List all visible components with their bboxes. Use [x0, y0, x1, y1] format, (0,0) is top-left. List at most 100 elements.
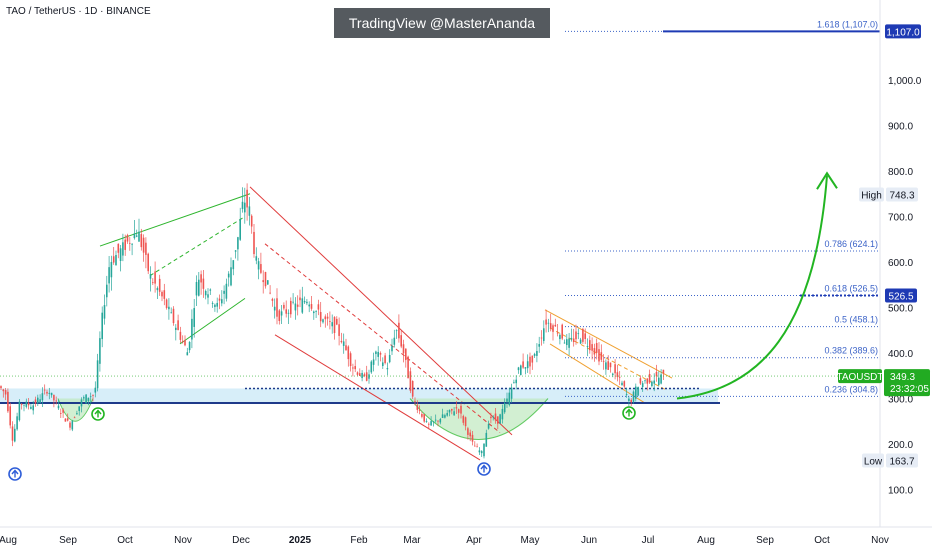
candle-body — [609, 362, 612, 368]
candle-body — [639, 378, 642, 384]
x-tick-label: Jul — [642, 535, 655, 546]
candle-body — [227, 273, 230, 278]
candle-body — [191, 318, 193, 340]
candle-body — [568, 338, 570, 348]
candle-body — [117, 243, 120, 253]
candle-body — [244, 202, 246, 213]
candle-body — [71, 421, 74, 430]
candle-body — [352, 367, 354, 369]
candle-body — [607, 361, 609, 370]
candle-body — [533, 353, 536, 356]
watermark: TradingView @MasterAnanda — [334, 8, 550, 38]
candle-body — [181, 340, 184, 342]
high-label: High — [861, 191, 882, 202]
candle-body — [55, 400, 57, 402]
y-tick-label: 900.0 — [888, 122, 913, 133]
candle-body — [154, 271, 156, 284]
candle-body — [140, 234, 143, 248]
candle-body — [531, 355, 534, 363]
candle-body — [16, 416, 18, 430]
candle-body — [310, 304, 313, 309]
y-tick-label: 300.0 — [888, 395, 913, 406]
candle-body — [503, 402, 506, 413]
candle-body — [138, 231, 140, 242]
candle-body — [354, 366, 356, 370]
candle-body — [216, 302, 218, 307]
candle-body — [423, 413, 425, 422]
candle-body — [451, 408, 453, 411]
low-value-bg — [886, 453, 918, 468]
candle-body — [342, 341, 345, 346]
candle-body — [319, 311, 322, 322]
candle-body — [635, 386, 637, 399]
candle-body — [379, 352, 382, 355]
candle-body — [563, 342, 566, 344]
candle-body — [133, 233, 136, 239]
candle-body — [165, 299, 168, 309]
candle-body — [34, 399, 37, 404]
y-tick-label: 800.0 — [888, 167, 913, 178]
candle-body — [69, 422, 71, 428]
candle-body — [628, 398, 630, 401]
candle-body — [280, 311, 283, 316]
candle-body — [299, 297, 301, 301]
candle-body — [361, 372, 363, 379]
candle-body — [161, 291, 163, 297]
candle-body — [621, 382, 623, 386]
up-arrow-marker — [11, 469, 19, 478]
candle-body — [384, 355, 386, 364]
candle-body — [57, 405, 60, 409]
candle-body — [96, 360, 99, 389]
candle-body — [467, 428, 469, 435]
candle-body — [301, 298, 304, 313]
candle-body — [94, 387, 97, 393]
y-tick-label: 100.0 — [888, 486, 913, 497]
candle-body — [520, 365, 522, 375]
candle-body — [552, 325, 554, 332]
candle-body — [39, 399, 41, 403]
candle-body — [444, 415, 446, 418]
x-tick-label: Feb — [350, 535, 368, 546]
candle-body — [543, 328, 545, 341]
candle-body — [237, 237, 239, 250]
candle-body — [589, 340, 591, 351]
candle-body — [660, 374, 662, 384]
candle-body — [377, 351, 379, 357]
high-label-bg — [859, 187, 884, 202]
up-arrow-marker — [94, 409, 102, 418]
candle-body — [658, 377, 660, 385]
high-value-bg — [886, 187, 918, 202]
candle-body — [340, 340, 343, 343]
candle-body — [630, 399, 632, 403]
y-tick-label: 500.0 — [888, 304, 913, 315]
channel-line — [544, 309, 673, 379]
candle-body — [264, 272, 267, 287]
fib-level-label: 1.618 (1,107.0) — [817, 19, 878, 29]
y-tick-label: 1,000.0 — [888, 76, 922, 87]
candle-body — [147, 253, 149, 272]
candle-body — [92, 395, 94, 396]
candle-body — [391, 345, 393, 352]
candle-body — [536, 350, 538, 356]
candle-body — [66, 418, 69, 421]
x-tick-label: 2025 — [289, 535, 312, 546]
candle-body — [283, 304, 285, 309]
candle-body — [257, 261, 260, 270]
candle-body — [267, 280, 269, 285]
candle-body — [175, 327, 177, 330]
candle-body — [549, 323, 552, 329]
candle-body — [480, 451, 483, 454]
candle-body — [119, 248, 122, 261]
candle-body — [522, 361, 524, 368]
up-arrow-marker — [625, 408, 633, 417]
high-value: 748.3 — [889, 191, 914, 202]
candle-body — [368, 374, 370, 379]
candle-body — [483, 443, 485, 457]
candle-body — [476, 446, 478, 448]
channel-line — [179, 297, 246, 345]
candle-body — [292, 301, 294, 303]
candle-body — [285, 309, 287, 314]
candle-body — [400, 335, 402, 347]
cup-arc — [57, 398, 94, 422]
